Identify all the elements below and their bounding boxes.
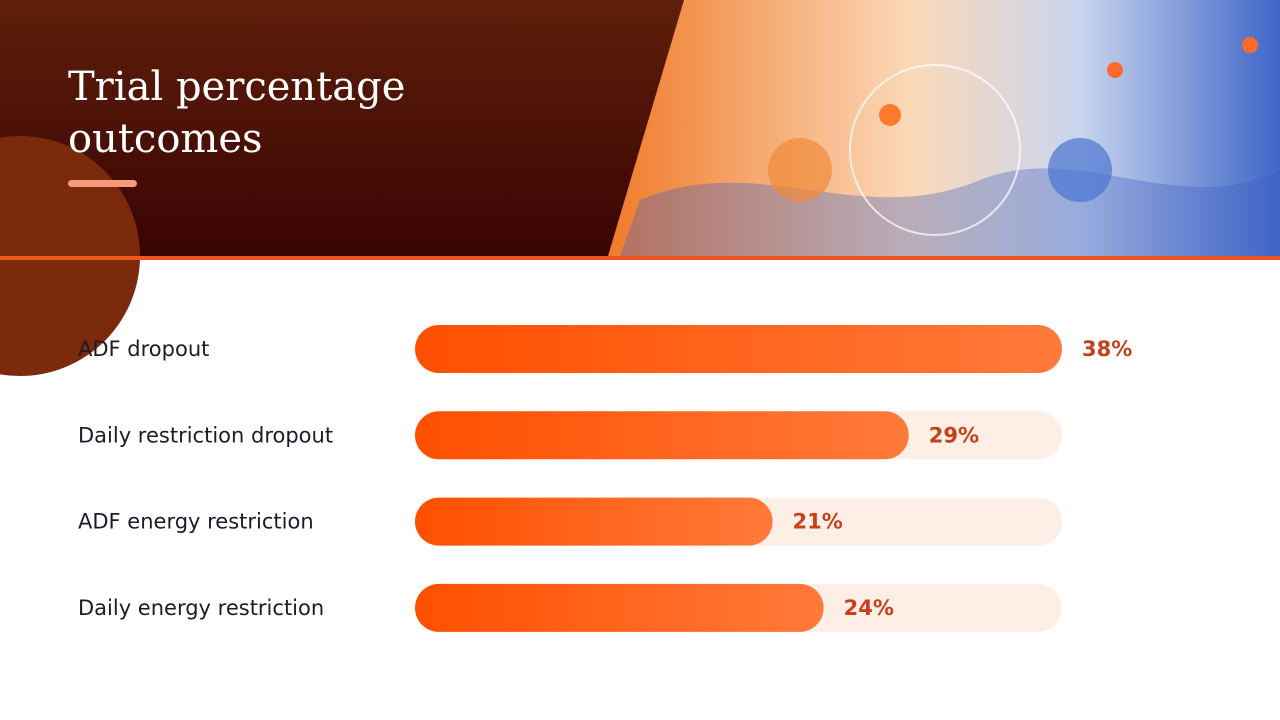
image-ring bbox=[849, 64, 1021, 236]
header-stripe bbox=[0, 256, 1280, 260]
category-label: ADF dropout bbox=[78, 337, 209, 361]
bar bbox=[415, 583, 824, 632]
value-label: 38% bbox=[1082, 337, 1132, 361]
category-label: Daily restriction dropout bbox=[78, 423, 333, 447]
value-label: 29% bbox=[929, 423, 979, 447]
value-label: 24% bbox=[844, 596, 894, 620]
image-dot bbox=[879, 104, 901, 126]
chart-title: Trial percentage outcomes bbox=[68, 64, 405, 162]
bar bbox=[415, 497, 773, 546]
image-dot bbox=[1107, 62, 1123, 78]
category-label: ADF energy restriction bbox=[78, 510, 314, 534]
title-underline bbox=[68, 180, 137, 187]
plot: ADF dropout 38% Daily restriction dropout 2… bbox=[78, 325, 1132, 632]
image-orb bbox=[1048, 138, 1112, 202]
image-orb bbox=[768, 138, 832, 202]
bar bbox=[415, 325, 1062, 373]
category-label: Daily energy restriction bbox=[78, 596, 324, 620]
value-label: 21% bbox=[793, 510, 843, 534]
image-dot bbox=[1242, 37, 1258, 53]
bar bbox=[415, 411, 909, 460]
